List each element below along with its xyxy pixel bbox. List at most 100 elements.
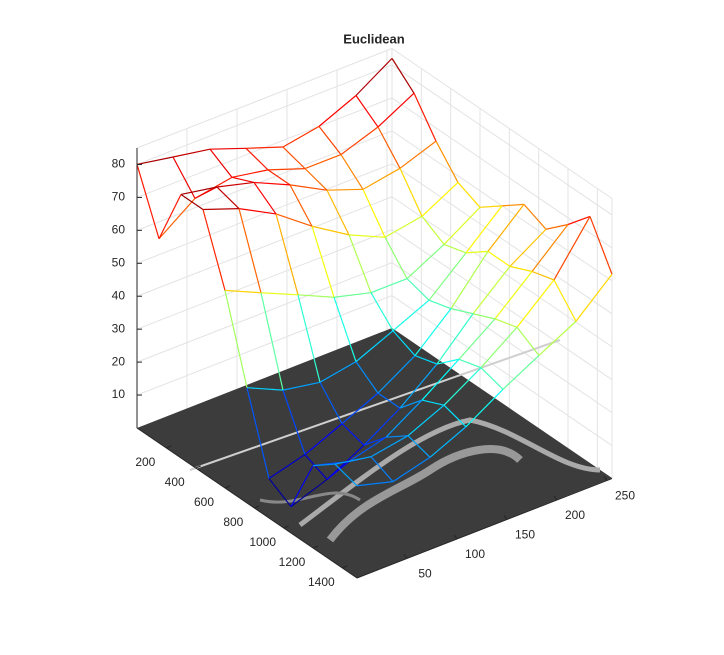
- mesh-line: [494, 318, 518, 328]
- x-tick: [166, 445, 172, 449]
- mesh-line: [282, 125, 320, 148]
- mesh-line: [333, 292, 372, 298]
- mesh-line: [348, 436, 387, 462]
- mesh-line: [304, 454, 328, 480]
- mesh-line: [341, 423, 365, 446]
- z-tick-label: 20: [112, 354, 126, 368]
- z-tick-label: 60: [112, 223, 126, 237]
- mesh-line: [297, 294, 321, 383]
- mesh-line: [472, 266, 511, 315]
- mesh-line: [538, 320, 577, 356]
- floor-road: [189, 339, 561, 471]
- mesh-line: [436, 358, 460, 365]
- floor-feature: [298, 417, 601, 527]
- mesh-line: [326, 461, 350, 480]
- mesh-line: [209, 147, 247, 150]
- mesh-line: [275, 213, 299, 295]
- grid-line: [391, 97, 613, 249]
- mesh-line: [428, 299, 452, 310]
- z-tick-label: 30: [112, 321, 126, 335]
- mesh-line: [253, 181, 291, 186]
- mesh-line: [377, 126, 401, 169]
- mesh-line: [465, 250, 489, 254]
- x-tick: [195, 465, 201, 469]
- mesh-line: [355, 330, 394, 363]
- mesh-line: [370, 456, 394, 482]
- mesh-line: [238, 208, 277, 215]
- mesh-line: [311, 226, 335, 298]
- mesh-line: [465, 388, 504, 428]
- x-tick: [224, 485, 231, 489]
- mesh-line: [370, 278, 408, 294]
- y-tick: [503, 515, 508, 520]
- mesh-line: [333, 297, 357, 362]
- mesh-line: [216, 181, 255, 188]
- x-tick: [283, 525, 289, 529]
- mesh-line: [318, 126, 342, 155]
- mesh-line: [202, 208, 240, 211]
- mesh-line: [443, 404, 467, 428]
- mesh-line: [392, 299, 430, 332]
- mesh-line: [406, 243, 445, 280]
- z-tick-label: 40: [112, 288, 126, 302]
- mesh-line: [392, 330, 416, 357]
- mesh-line: [319, 361, 357, 383]
- mesh-line: [399, 399, 423, 409]
- mesh-line: [268, 478, 292, 508]
- y-tick: [553, 495, 558, 501]
- mesh-line: [472, 313, 496, 320]
- mesh-line: [494, 271, 533, 320]
- mesh-line: [180, 193, 204, 210]
- mesh-line: [545, 223, 569, 230]
- mesh-line: [458, 358, 482, 369]
- mesh-line: [436, 313, 474, 365]
- mesh-line: [172, 148, 211, 158]
- mesh-line: [289, 184, 328, 191]
- grid-line: [136, 262, 393, 363]
- mesh-line: [501, 203, 525, 207]
- x-tick-label: 1400: [308, 575, 335, 589]
- grid-line: [136, 163, 393, 264]
- grid-line: [391, 64, 613, 216]
- mesh-line: [180, 186, 218, 196]
- grid-line: [136, 295, 393, 396]
- mesh-line: [348, 234, 372, 293]
- mesh-line: [224, 289, 262, 294]
- axes: 10 20 30 40 50 60 70 80 50 100 150 200 250 200 400 600 8…: [112, 148, 635, 589]
- mesh-line: [267, 168, 306, 171]
- mesh-line: [487, 250, 511, 267]
- mesh-line: [231, 169, 269, 178]
- mesh-line: [158, 197, 196, 240]
- y-tick: [453, 534, 458, 540]
- grid-line: [136, 64, 393, 165]
- chart-title: Euclidean: [343, 31, 404, 46]
- grid-line: [391, 163, 613, 315]
- mesh-line: [356, 481, 394, 487]
- y-tick-label: 150: [515, 528, 535, 542]
- mesh-line: [385, 399, 423, 438]
- mesh-line: [363, 407, 401, 446]
- mesh-line: [414, 308, 452, 356]
- grid: [136, 48, 613, 479]
- mesh-line: [297, 294, 335, 298]
- mesh-line: [246, 387, 270, 479]
- mesh-line: [341, 392, 379, 425]
- mesh-line: [158, 194, 182, 240]
- mesh-line: [245, 146, 284, 149]
- z-tick-label: 80: [112, 157, 126, 171]
- wall-edge: [136, 48, 393, 149]
- mesh-line: [231, 176, 255, 184]
- mesh-line: [487, 204, 525, 252]
- z-tick-label: 10: [112, 387, 126, 401]
- grid-line: [391, 295, 613, 446]
- mesh-line: [216, 186, 240, 210]
- mesh-line: [245, 147, 269, 171]
- y-tick-label: 100: [465, 547, 485, 561]
- mesh-line: [399, 140, 437, 169]
- floor-image-base: [137, 328, 612, 578]
- mesh-line: [340, 126, 379, 156]
- mesh-line: [450, 308, 474, 315]
- mesh-line: [407, 404, 445, 437]
- mesh-line: [575, 273, 613, 322]
